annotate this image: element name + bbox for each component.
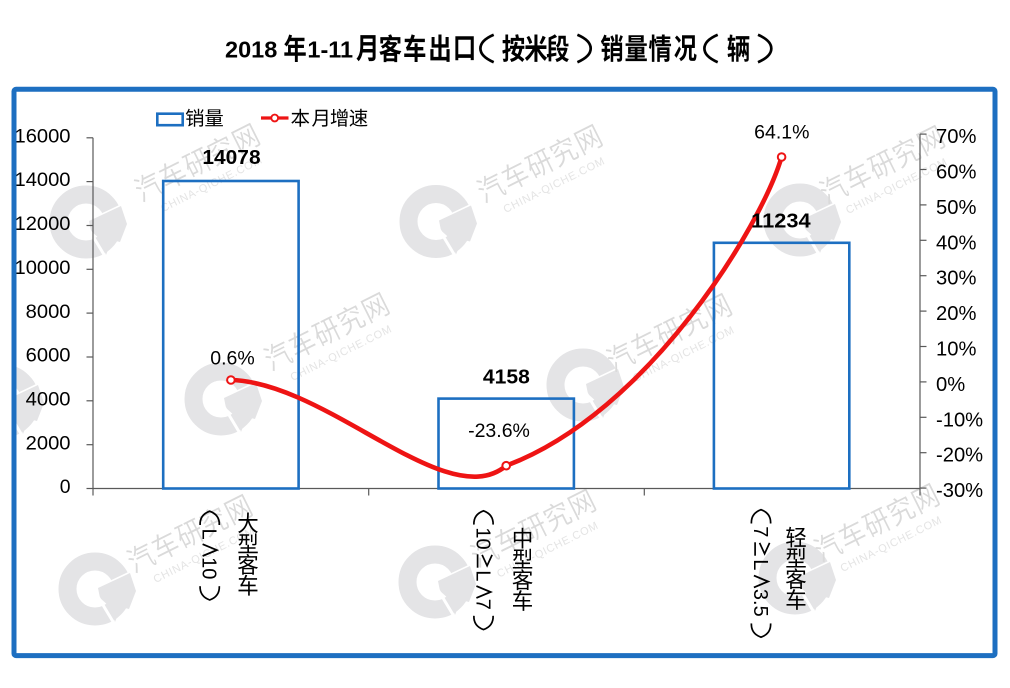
svg-text:4158: 4158 (483, 365, 530, 388)
svg-text:7: 7 (749, 526, 771, 537)
svg-text:2018: 2018 (225, 36, 277, 62)
svg-text:50%: 50% (936, 197, 976, 219)
svg-text:60%: 60% (936, 162, 976, 184)
svg-text:0%: 0% (936, 374, 965, 396)
svg-text:L: L (198, 529, 220, 540)
svg-text:6000: 6000 (26, 345, 71, 367)
svg-text:30%: 30% (936, 268, 976, 290)
svg-text:70%: 70% (936, 126, 976, 148)
svg-text:14078: 14078 (202, 146, 260, 169)
svg-text:1-11: 1-11 (307, 36, 353, 62)
svg-text:2000: 2000 (26, 432, 71, 454)
svg-text:-10%: -10% (936, 409, 983, 431)
svg-text:10: 10 (471, 527, 493, 549)
svg-text:7: 7 (471, 599, 493, 610)
svg-text:14000: 14000 (15, 169, 71, 191)
svg-text:-30%: -30% (936, 480, 983, 502)
svg-text:L: L (471, 570, 493, 581)
svg-text:40%: 40% (936, 232, 976, 254)
svg-text:20%: 20% (936, 303, 976, 325)
svg-text:8000: 8000 (26, 301, 71, 323)
svg-text:-23.6%: -23.6% (468, 420, 530, 442)
svg-text:-20%: -20% (936, 445, 983, 467)
svg-text:12000: 12000 (15, 213, 71, 235)
svg-text:L: L (749, 559, 771, 570)
svg-text:10: 10 (198, 557, 220, 579)
svg-text:0: 0 (60, 476, 71, 498)
svg-text:10000: 10000 (15, 257, 71, 279)
svg-text:3.5: 3.5 (749, 589, 771, 617)
svg-text:4000: 4000 (26, 388, 71, 410)
svg-text:0.6%: 0.6% (210, 348, 254, 370)
svg-text:11234: 11234 (751, 209, 811, 232)
svg-text:10%: 10% (936, 339, 976, 361)
svg-text:16000: 16000 (15, 125, 71, 147)
svg-text:64.1%: 64.1% (754, 122, 809, 144)
